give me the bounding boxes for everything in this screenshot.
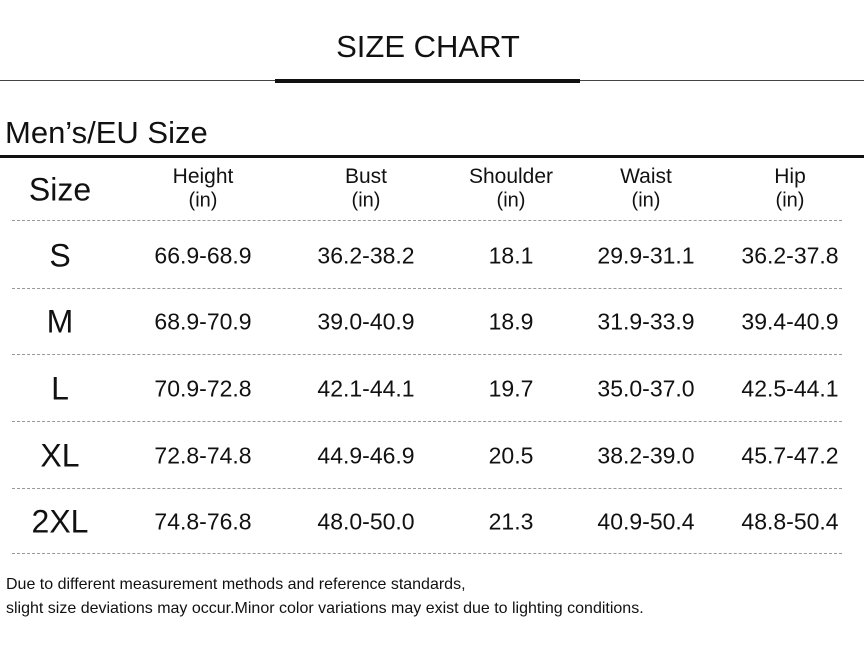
measurement: 44.9-46.9 [317, 442, 415, 469]
column-header: Size [28, 171, 92, 208]
measurement: 45.7-47.2 [741, 442, 839, 469]
row-divider [12, 220, 842, 221]
column-unit: (in) [351, 189, 381, 212]
size-label: M [46, 303, 74, 340]
section-rule [0, 155, 864, 158]
measurement: 48.8-50.4 [741, 508, 839, 535]
row-divider [12, 288, 842, 289]
row-divider [12, 354, 842, 355]
measurement: 29.9-31.1 [597, 242, 695, 269]
measurement: 20.5 [488, 442, 534, 469]
measurement: 39.4-40.9 [741, 308, 839, 335]
measurement: 70.9-72.8 [154, 375, 252, 402]
measurement: 35.0-37.0 [597, 375, 695, 402]
measurement: 36.2-37.8 [741, 242, 839, 269]
measurement: 39.0-40.9 [317, 308, 415, 335]
measurement: 42.5-44.1 [741, 375, 839, 402]
measurement: 18.9 [488, 308, 534, 335]
row-divider [12, 488, 842, 489]
footnote-line: Due to different measurement methods and… [6, 576, 466, 593]
column-unit: (in) [496, 189, 526, 212]
measurement: 72.8-74.8 [154, 442, 252, 469]
title-underline [275, 79, 580, 83]
column-unit: (in) [188, 189, 218, 212]
row-divider [12, 421, 842, 422]
column-unit: (in) [775, 189, 805, 212]
size-label: XL [40, 437, 80, 474]
footnote-line: slight size deviations may occur.Minor c… [6, 600, 644, 617]
size-label: 2XL [31, 503, 89, 540]
measurement: 31.9-33.9 [597, 308, 695, 335]
measurement: 21.3 [488, 508, 534, 535]
page-title: SIZE CHART [336, 29, 520, 64]
measurement: 38.2-39.0 [597, 442, 695, 469]
column-header: Shoulder [468, 165, 554, 188]
measurement: 74.8-76.8 [154, 508, 252, 535]
measurement: 66.9-68.9 [154, 242, 252, 269]
measurement: 19.7 [488, 375, 534, 402]
column-header: Hip [774, 165, 806, 188]
measurement: 40.9-50.4 [597, 508, 695, 535]
measurement: 68.9-70.9 [154, 308, 252, 335]
row-divider [12, 553, 842, 554]
measurement: 36.2-38.2 [317, 242, 415, 269]
size-label: S [49, 237, 71, 274]
column-header: Height [172, 165, 234, 188]
measurement: 42.1-44.1 [317, 375, 415, 402]
measurement: 18.1 [488, 242, 534, 269]
column-header: Waist [620, 165, 672, 188]
column-unit: (in) [631, 189, 661, 212]
section-title: Men’s/EU Size [5, 115, 208, 150]
column-header: Bust [344, 165, 388, 188]
measurement: 48.0-50.0 [317, 508, 415, 535]
size-label: L [51, 370, 69, 407]
